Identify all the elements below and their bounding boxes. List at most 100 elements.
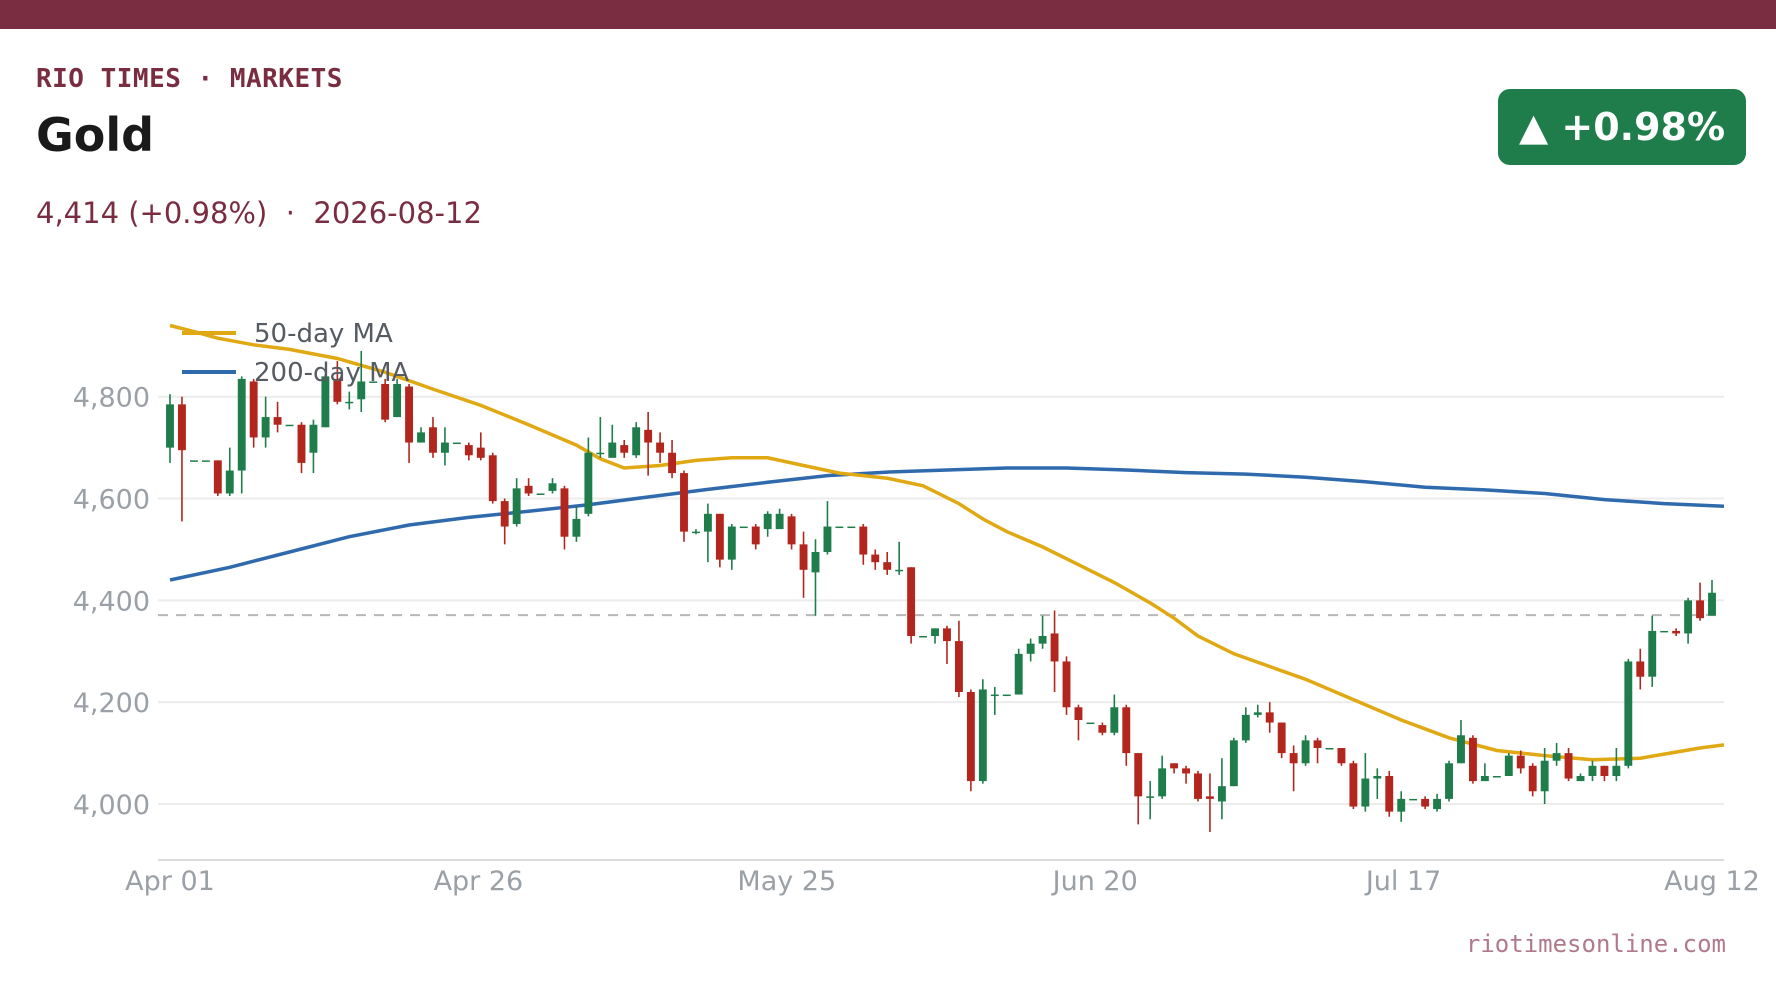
candle-body: [859, 526, 868, 555]
candle-body: [1062, 661, 1071, 708]
x-tick-label: Apr 01: [125, 866, 215, 897]
candle-body: [931, 628, 939, 636]
y-tick-label: 4,800: [73, 383, 150, 414]
ma200-line: [169, 466, 1725, 582]
candle-body: [548, 483, 557, 491]
candle-body: [178, 404, 186, 451]
candle-body: [1026, 643, 1035, 654]
candle-body: [835, 526, 844, 529]
candle-body: [1468, 737, 1477, 782]
x-tick-label: Jul 17: [1364, 866, 1442, 897]
candle-body: [1564, 753, 1573, 779]
candle-body: [1038, 636, 1047, 644]
candle-body: [1325, 748, 1334, 750]
candle-body: [943, 628, 951, 642]
candle-body: [907, 567, 916, 636]
candle-body: [1433, 798, 1442, 810]
candle-body: [512, 488, 521, 524]
candle-body: [488, 455, 497, 502]
candle-body: [297, 424, 306, 463]
candle-body: [237, 378, 246, 471]
candle-body: [213, 460, 222, 494]
candle-body: [261, 417, 270, 438]
candle-body: [429, 427, 437, 453]
candle-body: [1385, 776, 1394, 812]
candle-body: [1170, 763, 1179, 769]
legend: 50-day MA 200-day MA: [182, 319, 410, 388]
candle-body: [1217, 786, 1226, 802]
candle-body: [1134, 753, 1143, 797]
candle-body: [668, 452, 676, 474]
candle-body: [381, 384, 390, 420]
candle-body: [1373, 776, 1382, 779]
candle-body: [1397, 798, 1406, 812]
candle-body: [369, 381, 378, 383]
candle-body: [1349, 763, 1358, 807]
candle-body: [1708, 592, 1716, 616]
candle-body: [452, 442, 461, 445]
candle-body: [189, 460, 198, 462]
legend-label: 200-day MA: [254, 358, 410, 388]
candle-body: [1241, 714, 1250, 741]
candle-body: [823, 526, 832, 552]
candle-body: [966, 692, 975, 782]
candle-body: [1409, 798, 1418, 801]
candle-body: [990, 694, 999, 697]
candle-body: [345, 401, 354, 404]
brand-label: RIO TIMES · MARKETS: [36, 64, 343, 94]
candles: [166, 350, 1716, 832]
candle-body: [620, 445, 629, 453]
candle-body: [333, 378, 342, 402]
candle-body: [1624, 661, 1633, 766]
ma50-line: [169, 323, 1725, 762]
candle-body: [1194, 773, 1202, 799]
candle-body: [476, 447, 485, 458]
candle-body: [847, 526, 856, 529]
candle-body: [703, 513, 712, 532]
candle-body: [1648, 630, 1657, 677]
candle-body: [1253, 712, 1262, 715]
candle-body: [715, 513, 724, 560]
candle-body: [1014, 653, 1023, 695]
top-accent-bar: [0, 0, 1776, 29]
candle-body: [763, 513, 772, 530]
candle-body: [1158, 768, 1167, 797]
candle-body: [1265, 712, 1274, 723]
gridlines: [158, 395, 1724, 805]
candle-body: [1301, 740, 1310, 764]
candle-body: [608, 442, 617, 458]
candle-body: [166, 404, 174, 448]
candle-body: [692, 531, 700, 534]
candle-body: [536, 493, 545, 495]
axes: 4,000 4,200 4,400 4,600 4,800 Apr 01 Apr 26 May…: [73, 383, 1760, 897]
candle-body: [1516, 755, 1525, 769]
moving-averages: [169, 323, 1725, 762]
candle-body: [273, 417, 282, 425]
candle-body: [739, 526, 748, 529]
candle-body: [1050, 633, 1059, 662]
candle-body: [1122, 707, 1131, 754]
candle-body: [1600, 765, 1609, 776]
candle-body: [727, 526, 736, 560]
candle-body: [249, 381, 258, 438]
candle-body: [1002, 694, 1011, 697]
candle-body: [1672, 630, 1681, 634]
candle-body: [1289, 753, 1298, 764]
candle-body: [1445, 763, 1453, 799]
source-credit: riotimesonline.com: [1465, 930, 1726, 958]
x-tick-label: Jun 20: [1051, 866, 1138, 897]
candle-body: [201, 460, 210, 462]
candle-body: [1337, 748, 1346, 764]
candle-body: [787, 516, 796, 545]
candle-body: [225, 470, 234, 494]
candle-body: [405, 386, 414, 443]
candle-body: [1588, 765, 1597, 776]
candle-body: [321, 376, 330, 428]
candle-body: [1492, 776, 1501, 778]
candle-body: [1528, 765, 1537, 792]
x-tick-label: Apr 26: [434, 866, 524, 897]
candle-body: [632, 427, 641, 456]
candle-body: [1229, 740, 1238, 787]
candle-body: [1660, 630, 1669, 633]
y-tick-label: 4,200: [73, 688, 150, 719]
